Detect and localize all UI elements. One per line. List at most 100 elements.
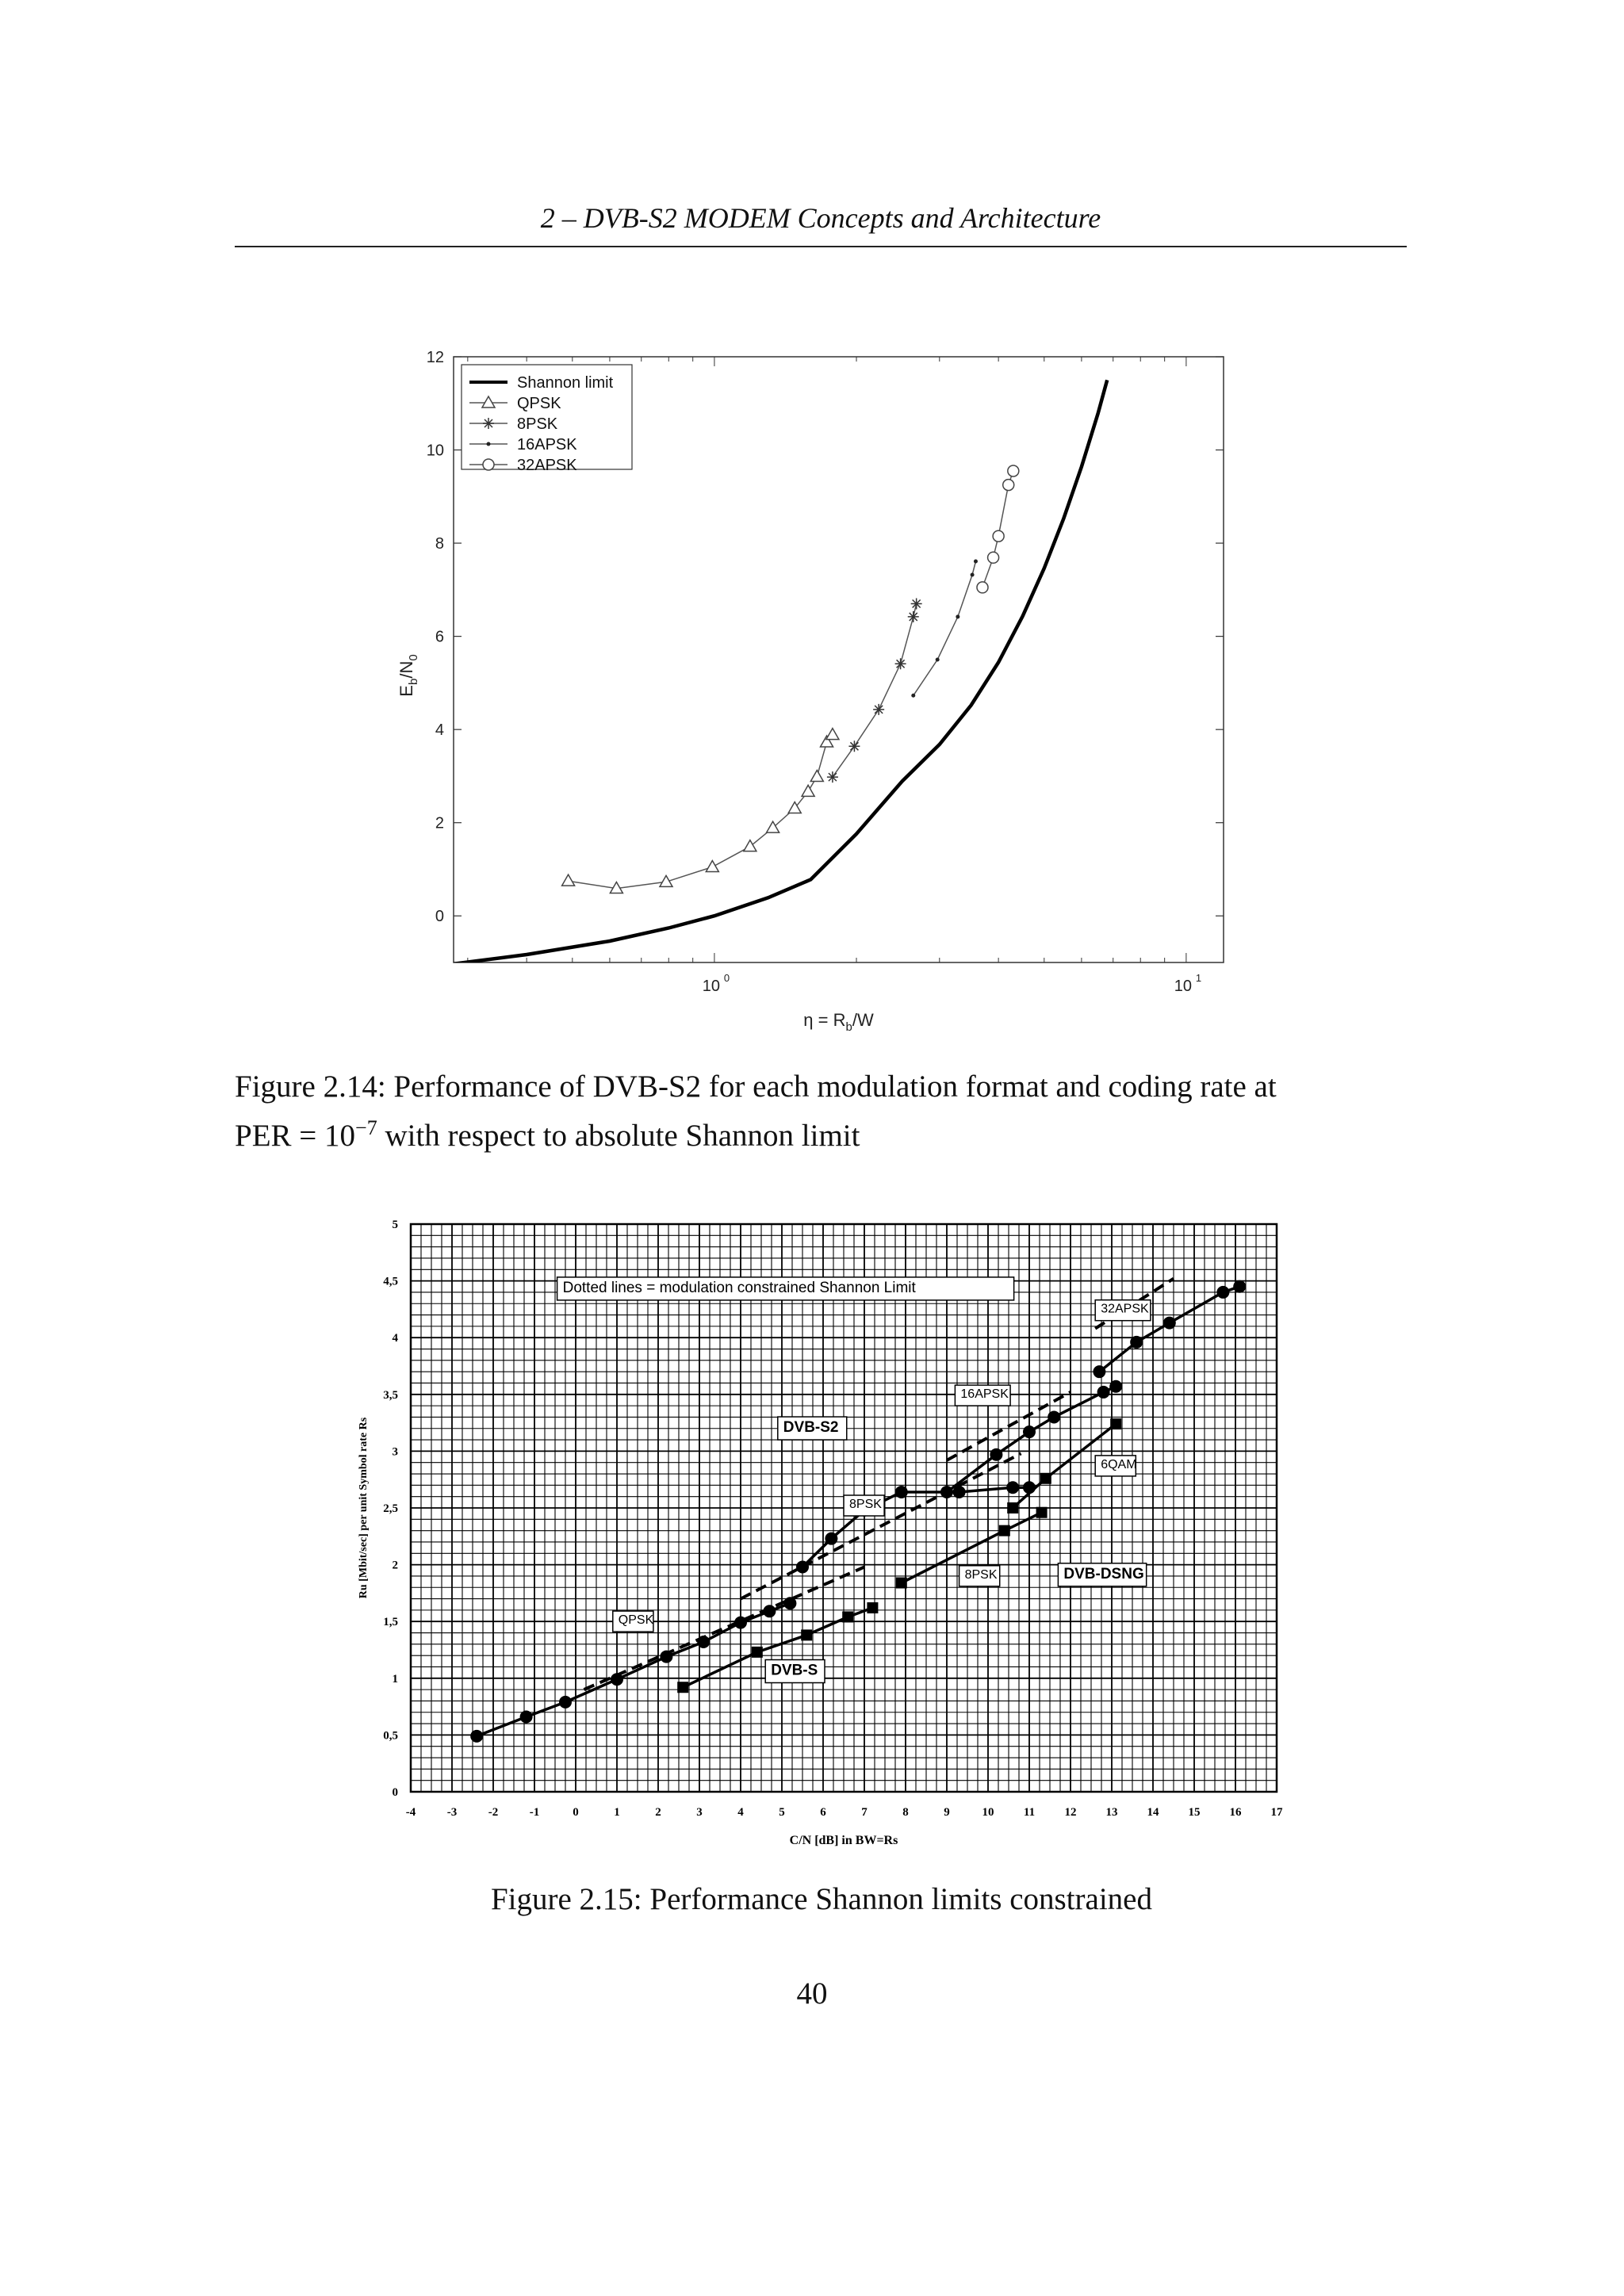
data-point: [990, 1448, 1003, 1461]
y-tick-label: 2,5: [383, 1502, 398, 1515]
data-point: [1093, 1365, 1106, 1379]
x-tick-label: 10: [1174, 978, 1192, 995]
legend-entry: 8PSK: [517, 415, 558, 433]
x-tick-label: 15: [1189, 1806, 1201, 1819]
x-tick-label: 5: [779, 1806, 785, 1819]
data-point: [1233, 1280, 1247, 1293]
label-16apsk-text: 16APSK: [960, 1387, 1009, 1401]
data-point: [848, 740, 860, 752]
data-point: [973, 559, 978, 564]
legend-marker: [486, 442, 491, 446]
data-point: [842, 1611, 854, 1623]
label-dvb-s2: DVB-S2: [777, 1416, 848, 1441]
x-axis-label: C/N [dB] in BW=Rs: [790, 1834, 898, 1847]
data-point: [742, 839, 758, 852]
series-32apsk: [976, 465, 1020, 594]
series-32apsk: [1093, 1280, 1247, 1379]
data-point: [1040, 1472, 1051, 1484]
y-tick-label: 1,5: [383, 1616, 398, 1628]
data-point: [956, 614, 960, 619]
x-tick-label-exponent: 0: [724, 972, 730, 984]
data-point: [1006, 1481, 1020, 1494]
running-header: 2 – DVB-S2 MODEM Concepts and Architectu…: [235, 198, 1407, 247]
x-tick-label: -1: [530, 1806, 540, 1819]
data-point: [751, 1646, 763, 1658]
x-tick-label: -4: [406, 1806, 416, 1819]
label-6qam-text: 6QAM: [1101, 1458, 1136, 1471]
y-tick-label: 2: [435, 815, 444, 832]
x-tick-label: 6: [820, 1806, 826, 1819]
x-tick-label: 3: [696, 1806, 703, 1819]
data-point: [867, 1602, 879, 1614]
data-point: [1162, 1316, 1176, 1330]
data-point: [894, 1485, 908, 1498]
data-point: [998, 1525, 1010, 1536]
data-point: [895, 1577, 907, 1589]
legend-marker: [482, 458, 495, 471]
legend-entry: 32APSK: [517, 457, 577, 474]
series-16apsk-constrained: [946, 1391, 1071, 1462]
y-tick-label: 0,5: [383, 1729, 398, 1742]
y-tick-label: 4: [435, 721, 444, 739]
label-8psk-dsng: 8PSK: [958, 1565, 1001, 1587]
legend-marker: [483, 418, 494, 429]
label-8psk-s2: 8PSK: [843, 1494, 885, 1517]
y-tick-label: 1: [393, 1673, 399, 1686]
data-point: [765, 820, 780, 833]
data-point: [1109, 1380, 1123, 1393]
data-point: [810, 768, 825, 783]
data-point: [910, 598, 922, 610]
data-point: [894, 658, 906, 670]
y-axis-label: Ru [Mbit/sec] per unit Symbol rate Rs: [358, 1417, 370, 1598]
label-8psk-dsng-box: [958, 1565, 1001, 1587]
x-tick-label: -3: [447, 1806, 458, 1819]
label-6qam: 6QAM: [1094, 1455, 1137, 1477]
x-tick-label: 1: [614, 1806, 620, 1819]
data-point: [976, 581, 989, 594]
label-dvb-dsng: DVB-DSNG: [1057, 1563, 1147, 1587]
series-32apsk-constrained: [1094, 1277, 1175, 1330]
label-qpsk: QPSK: [612, 1610, 654, 1632]
dotted-lines-note: Dotted lines = modulation constrained Sh…: [556, 1276, 1015, 1301]
x-tick-label: 7: [861, 1806, 868, 1819]
label-8psk-dsng-text: 8PSK: [965, 1568, 998, 1582]
legend: Shannon limit QPSK 8PSK 16APSK 32APSK: [461, 364, 633, 474]
data-point: [911, 693, 916, 698]
label-16apsk: 16APSK: [954, 1384, 1011, 1406]
legend-entry: QPSK: [517, 395, 561, 412]
x-tick-label: 14: [1147, 1806, 1160, 1819]
data-point: [986, 551, 1000, 564]
label-qpsk-text: QPSK: [619, 1613, 654, 1627]
data-point: [992, 530, 1005, 543]
data-point: [935, 657, 940, 662]
page-number: 40: [796, 1976, 828, 2011]
label-dvb-s-text: DVB-S: [771, 1663, 818, 1679]
caption-per-prefix: PER = 10: [235, 1119, 356, 1153]
label-8psk-s2-box: [843, 1494, 885, 1517]
series-dvb-dsng-8psk: [895, 1506, 1048, 1589]
constrained-limit-line: [946, 1391, 1071, 1462]
series-qpsk-constrained: [583, 1565, 865, 1691]
data-point: [873, 703, 885, 715]
series-8psk-constrained: [740, 1452, 1022, 1601]
y-tick-label: 0: [393, 1786, 399, 1799]
label-dvb-s-box: [764, 1659, 825, 1684]
data-point: [1130, 1335, 1143, 1349]
series-16apsk: [911, 559, 978, 698]
series-8psk: [796, 1481, 1036, 1574]
data-point: [1007, 465, 1020, 477]
y-tick-label: 8: [435, 535, 444, 553]
legend-entry: Shannon limit: [517, 374, 614, 392]
x-tick-label: -2: [488, 1806, 499, 1819]
label-32apsk: 32APSK: [1094, 1299, 1151, 1322]
y-tick-label: 5: [393, 1219, 399, 1231]
label-16apsk-box: [954, 1384, 1011, 1406]
label-dvb-s2-box: [777, 1416, 848, 1441]
data-point: [907, 610, 919, 622]
figure-2-15-chart: -4 -3 -2 -1 0 1 2 3 4 5 6 7 8 9 10 11 12 13 14 15 16 1700,511…: [358, 1219, 1283, 1847]
data-point: [559, 1695, 572, 1709]
label-dvb-dsng-text: DVB-DSNG: [1063, 1566, 1143, 1582]
series-shannon-limit: [454, 379, 1109, 962]
x-tick-label: 11: [1024, 1806, 1035, 1819]
dotted-lines-note-box: [556, 1276, 1015, 1301]
